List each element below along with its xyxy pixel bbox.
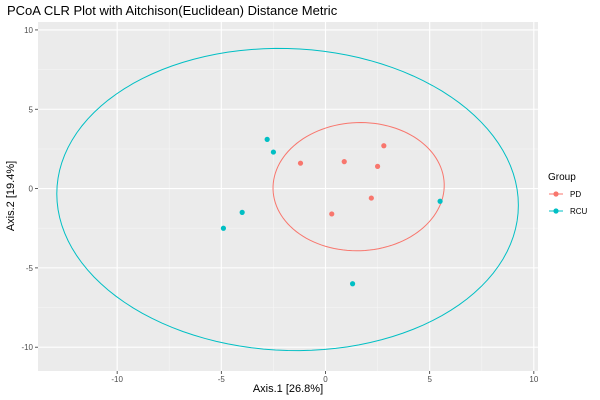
point-pd	[297, 160, 304, 166]
grid-minor	[38, 22, 538, 371]
ellipse-rcu	[56, 47, 519, 352]
chart-title: PCoA CLR Plot with Aitchison(Euclidean) …	[7, 3, 338, 18]
x-tick-label: -5	[218, 375, 226, 384]
x-tick-label: 10	[529, 375, 538, 384]
point-pd	[374, 163, 381, 169]
x-tick-label: 5	[427, 375, 432, 384]
point-pd	[368, 195, 374, 201]
y-tick-label: 10	[24, 26, 33, 35]
point-pd	[329, 211, 335, 217]
legend-key-rcu-point	[553, 208, 559, 214]
point-rcu	[264, 136, 270, 142]
legend: Group PD RCU	[548, 172, 588, 216]
y-tick-label: -5	[26, 264, 34, 273]
legend-title: Group	[548, 172, 576, 183]
x-axis-title: Axis.1 [26.8%]	[253, 383, 323, 395]
ellipse-layer	[56, 47, 519, 352]
plot-panel	[38, 22, 538, 371]
legend-label-pd: PD	[570, 190, 581, 199]
y-tick-label: 0	[29, 185, 34, 194]
y-tick-label: -10	[21, 343, 33, 352]
legend-label-rcu: RCU	[570, 207, 588, 216]
point-pd	[341, 159, 347, 165]
legend-key-pd-point	[553, 191, 559, 197]
y-axis-title: Axis.2 [19.4%]	[5, 161, 17, 231]
y-tick-label: 5	[29, 105, 34, 114]
x-axis-ticks: -10 -5 0 5 10	[111, 371, 539, 384]
ellipse-pd	[272, 122, 445, 252]
point-pd	[381, 143, 387, 149]
point-rcu	[239, 209, 245, 215]
points-layer	[220, 136, 443, 287]
point-rcu	[349, 281, 356, 287]
point-rcu	[437, 198, 443, 204]
point-rcu	[270, 149, 277, 155]
x-tick-label: 0	[323, 375, 328, 384]
point-rcu	[220, 225, 227, 231]
x-tick-label: -10	[111, 375, 123, 384]
grid-major	[38, 22, 538, 371]
y-axis-ticks: 10 5 0 -5 -10	[21, 26, 38, 352]
